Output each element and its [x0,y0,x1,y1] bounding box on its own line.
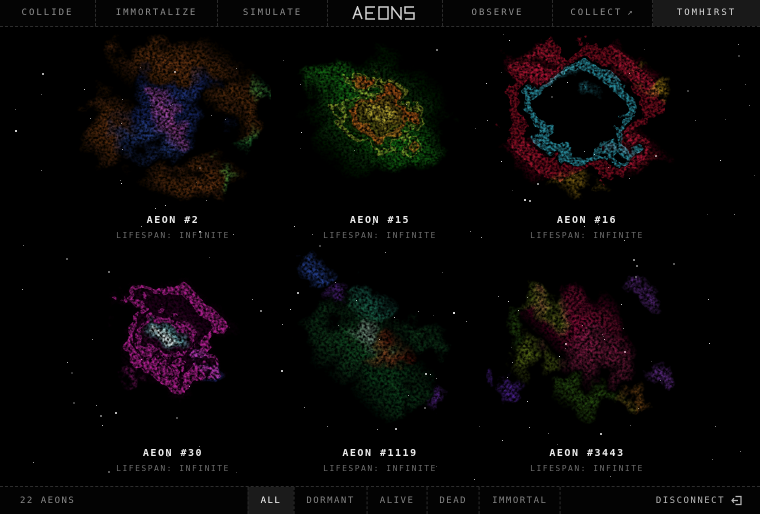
aeons-logo-icon [352,6,418,20]
nav-label: OBSERVE [471,8,524,18]
filter-button-immortal[interactable]: IMMORTAL [479,487,561,514]
aeon-title: AEON #15 [349,215,411,226]
aeon-card[interactable]: AEON #30 LIFESPAN: INFINITE [70,245,277,474]
aeon-artwork [279,245,481,441]
aeon-lifespan: LIFESPAN: INFINITE [323,231,437,240]
filter-button-all[interactable]: ALL [247,487,294,514]
aeon-artwork [486,245,688,441]
aeon-card[interactable]: AEON #15 LIFESPAN: INFINITE [277,32,484,241]
aeon-lifespan: LIFESPAN: INFINITE [116,464,230,473]
nav-label: COLLECT [570,8,623,18]
username-label: TOMHIRST [676,8,737,18]
aeon-artwork [75,32,271,208]
filter-button-alive[interactable]: ALIVE [366,487,427,514]
aeon-title: AEON #16 [556,215,618,226]
filter-button-dormant[interactable]: DORMANT [293,487,366,514]
nav-item-user-tomhirst[interactable]: TOMHIRST [653,0,760,26]
nav-label: COLLIDE [21,8,74,18]
aeon-lifespan: LIFESPAN: INFINITE [530,231,644,240]
nav-item-collide[interactable]: COLLIDE [0,0,96,26]
aeon-title: AEON #30 [142,448,204,459]
aeon-title: AEON #1119 [342,448,418,459]
aeon-artwork [72,245,274,441]
aeon-lifespan: LIFESPAN: INFINITE [530,464,644,473]
nav-label: SIMULATE [242,8,303,18]
nav-item-immortalize[interactable]: IMMORTALIZE [96,0,218,26]
filter-group: ALL DORMANT ALIVE DEAD IMMORTAL [247,487,561,514]
nav-label: IMMORTALIZE [115,8,198,18]
aeon-card[interactable]: AEON #3443 LIFESPAN: INFINITE [484,245,691,474]
aeon-gallery: AEON #2 LIFESPAN: INFINITE AEON #15 LIFESPA… [0,27,760,486]
filter-button-dead[interactable]: DEAD [426,487,479,514]
aeon-count-label: 22 AEONS [20,495,76,506]
aeon-card[interactable]: AEON #1119 LIFESPAN: INFINITE [277,245,484,474]
external-link-icon: ↗ [627,8,635,18]
disconnect-button[interactable]: DISCONNECT [656,495,760,506]
aeon-title: AEON #2 [146,215,200,226]
top-nav: COLLIDE IMMORTALIZE SIMULATE OBSERVE COL… [0,0,760,27]
disconnect-label: DISCONNECT [655,495,725,506]
nav-item-observe[interactable]: OBSERVE [443,0,553,26]
aeon-card[interactable]: AEON #2 LIFESPAN: INFINITE [70,32,277,241]
aeon-card[interactable]: AEON #16 LIFESPAN: INFINITE [484,32,691,241]
aeon-lifespan: LIFESPAN: INFINITE [323,464,437,473]
aeon-lifespan: LIFESPAN: INFINITE [116,231,230,240]
logout-icon [731,495,742,506]
status-bar: 22 AEONS ALL DORMANT ALIVE DEAD IMMORTAL DIS… [0,486,760,514]
aeons-logo[interactable] [328,0,443,26]
aeon-title: AEON #3443 [549,448,625,459]
nav-item-collect[interactable]: COLLECT ↗ [553,0,653,26]
aeon-artwork [489,32,685,208]
aeon-artwork [282,32,478,208]
aeon-grid: AEON #2 LIFESPAN: INFINITE AEON #15 LIFESPA… [0,27,760,474]
nav-item-simulate[interactable]: SIMULATE [218,0,328,26]
